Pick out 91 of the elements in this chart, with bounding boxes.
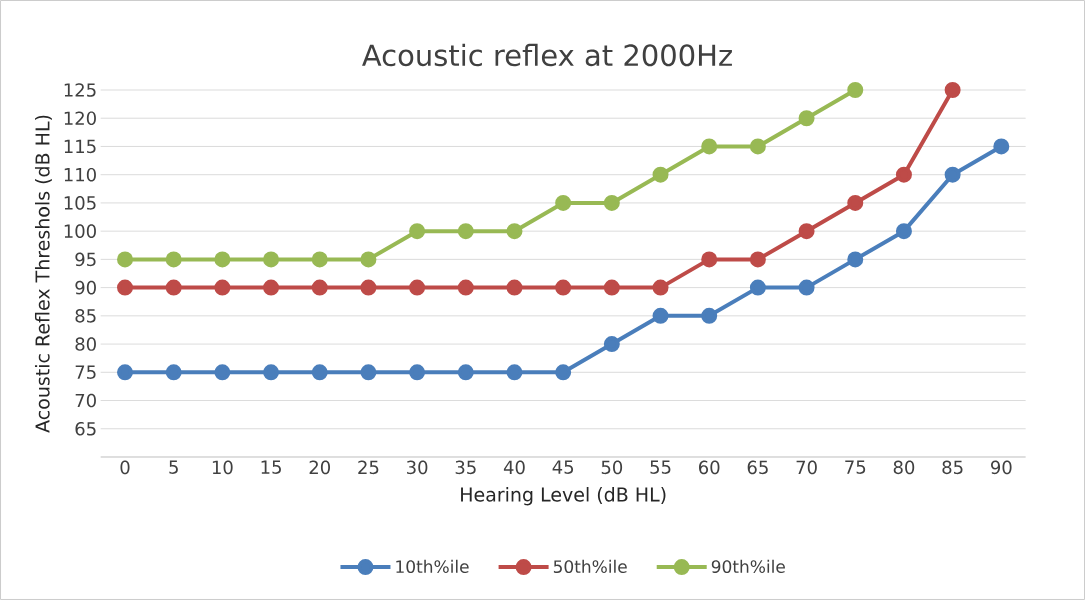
point [555,194,572,211]
point [214,251,231,268]
point [165,364,182,381]
point [117,364,134,381]
y-tick-label: 120 [64,111,96,126]
x-tick-label: 60 [699,460,720,475]
point [214,364,231,381]
x-tick-label: 30 [407,460,428,475]
legend-label: 50th%ile [553,559,627,574]
point [263,279,280,296]
x-tick-label: 40 [503,460,525,475]
point [652,307,669,324]
point [555,364,572,381]
point [603,194,620,211]
point [457,279,474,296]
point [652,166,669,183]
point [993,138,1010,155]
x-tick-label: 55 [650,460,671,474]
point [798,279,815,296]
x-tick-label: 85 [942,460,963,475]
y-tick-label: 115 [64,139,96,154]
point [847,194,864,211]
point [749,279,766,296]
y-tick-label: 80 [75,337,96,351]
x-axis-title: Hearing Level (dB HL) [461,487,666,506]
x-tick-label: 25 [358,460,379,475]
point [311,251,328,268]
x-tick-label: 0 [120,460,130,475]
point [360,364,377,381]
point [117,251,134,268]
point [263,364,280,381]
x-tick-label: 45 [552,460,574,474]
legend-label: 90th%ile [711,559,785,574]
point [944,82,961,98]
chart-title: Acoustic reflex at 2000Hz [362,43,732,67]
point [165,251,182,268]
x-tick-label: 15 [261,460,281,474]
x-tick-label: 70 [796,460,817,475]
point [311,364,328,381]
point [895,223,912,240]
x-tick-label: 80 [893,460,915,475]
point [165,279,182,296]
x-tick-label: 5 [169,460,178,474]
y-tick-label: 65 [75,421,96,436]
y-tick-label: 70 [75,393,96,408]
point [895,166,912,183]
point [701,138,718,155]
x-tick-label: 20 [309,460,330,475]
point [506,279,523,296]
point [603,336,620,353]
point [409,223,426,240]
y-tick-label: 90 [75,280,96,295]
point [263,251,280,268]
point [360,251,377,268]
y-tick-label: 85 [75,309,96,323]
x-tick-label: 10 [212,460,233,475]
point [798,110,815,127]
x-tick-label: 65 [747,460,768,475]
point [117,279,134,296]
point [506,223,523,240]
point [506,364,523,381]
point [749,138,766,155]
x-tick-label: 35 [455,460,476,475]
point [409,364,426,381]
point [603,279,620,296]
point [360,279,377,296]
point [214,279,231,296]
point [652,279,669,296]
x-tick-label: 90 [990,460,1012,475]
y-tick-label: 125 [64,83,96,97]
y-tick-label: 100 [64,224,96,238]
x-tick-label: 75 [845,460,866,474]
x-tick-label: 50 [601,460,623,475]
point [798,223,815,240]
y-tick-label: 75 [75,365,96,379]
y-tick-label: 105 [64,196,96,210]
point [409,279,426,296]
point [944,166,961,183]
y-tick-label: 110 [64,167,96,182]
y-tick-label: 95 [75,252,96,267]
point [701,307,718,324]
point [457,364,474,381]
point [555,279,572,296]
y-axis-title: Acoustic Reflex Threshols (dB HL) [34,115,52,433]
point [701,251,718,268]
point [311,279,328,296]
legend-label: 10th%ile [396,559,469,574]
point [457,223,474,240]
point [847,82,864,98]
point [749,251,766,268]
point [847,251,864,268]
